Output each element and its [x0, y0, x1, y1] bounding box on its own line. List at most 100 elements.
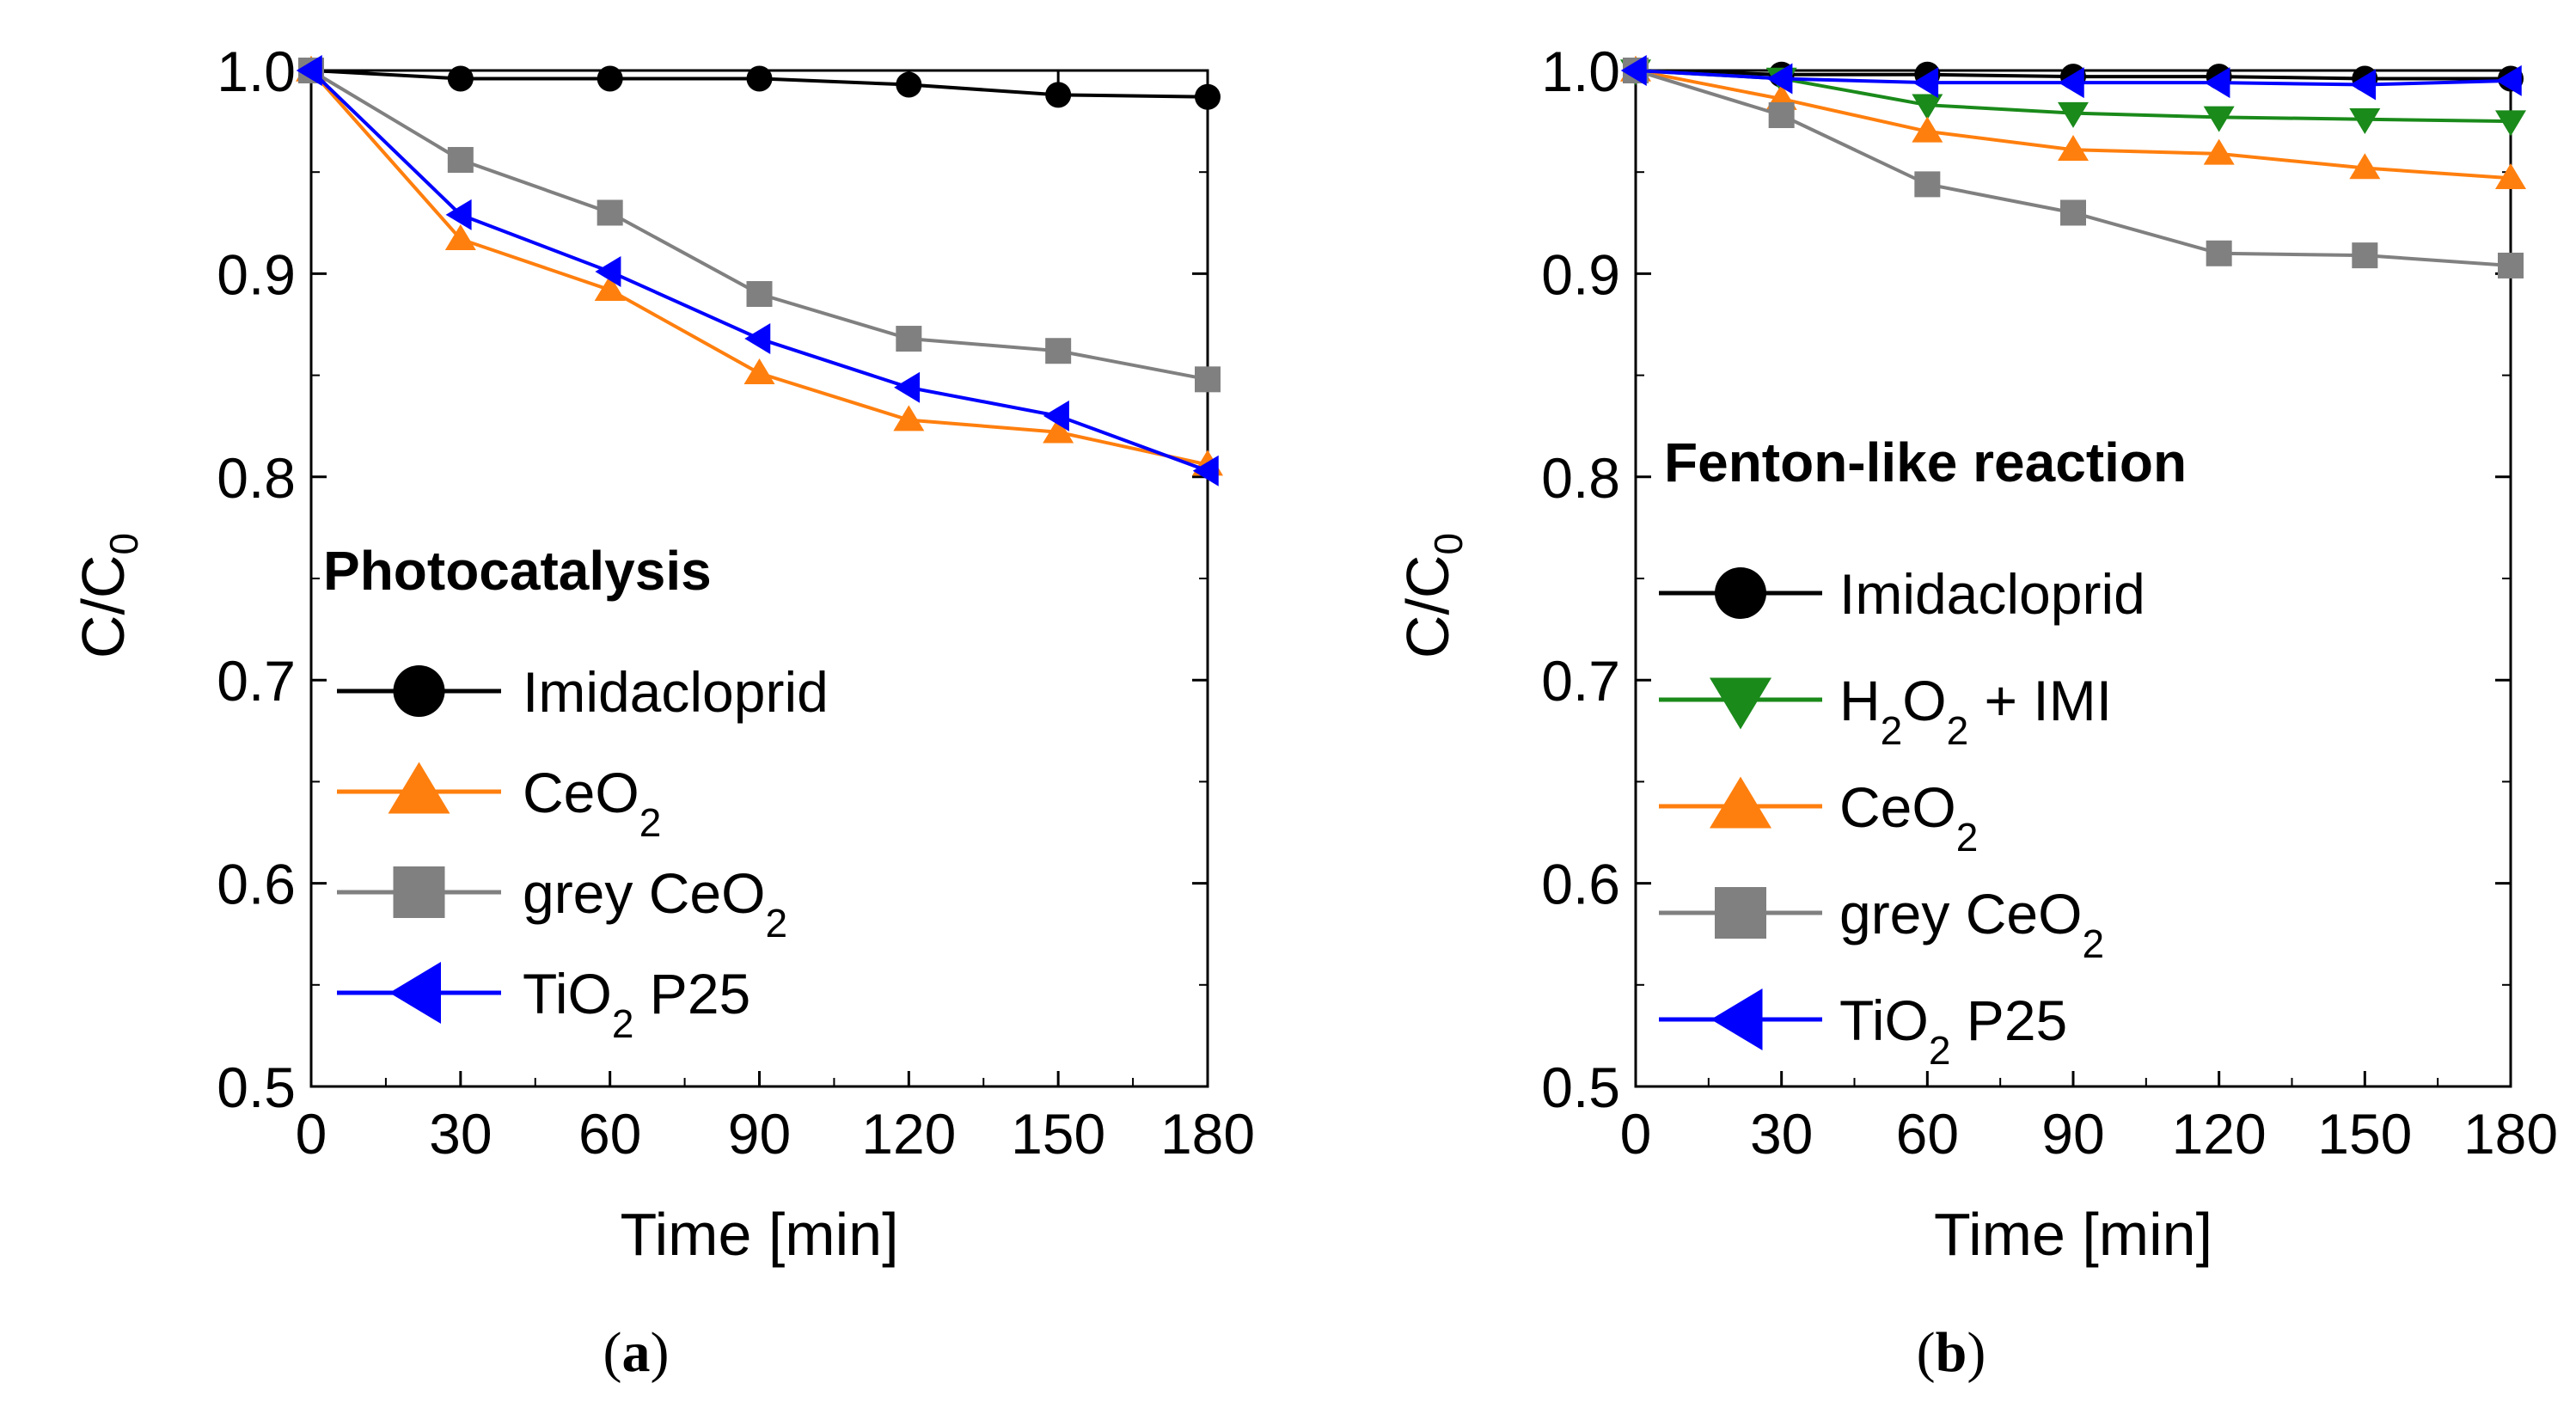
series-grey-ceo2 — [298, 58, 1221, 393]
data-point — [896, 71, 922, 98]
legend-marker — [393, 866, 445, 918]
panel-a: 0 30 60 90 120 150 180 0.5 0.6 0.7 0.8 0.9 1.0 Time [… — [70, 40, 1255, 1384]
data-point — [2058, 101, 2089, 128]
data-point — [1045, 338, 1072, 364]
data-point — [444, 223, 476, 250]
data-point — [1914, 171, 1941, 198]
legend-title: Fenton-like reaction — [1664, 431, 2187, 493]
legend-marker — [1710, 677, 1771, 730]
series-line — [309, 69, 1208, 473]
y-tick-label: 1.0 — [1541, 40, 1620, 103]
y-tick-label: 0.8 — [1541, 446, 1620, 510]
data-point — [2203, 106, 2235, 132]
y-tick-label: 0.6 — [1541, 853, 1620, 916]
legend-item: Imidacloprid — [337, 660, 829, 724]
panel-label: (b) — [1917, 1321, 1986, 1384]
data-point — [2495, 64, 2522, 96]
data-point — [2203, 138, 2235, 165]
data-point — [2495, 110, 2526, 137]
data-point — [1192, 455, 1219, 487]
y-tick-label: 0.8 — [217, 446, 296, 510]
legend-label: Imidacloprid — [1839, 562, 2145, 626]
data-point — [597, 199, 623, 226]
y-tick-label: 0.5 — [217, 1056, 296, 1119]
legend-marker — [389, 962, 441, 1024]
data-point — [1195, 83, 1221, 110]
y-tick-label: 0.9 — [217, 242, 296, 306]
panel-b: 0 30 60 90 120 150 180 0.5 0.6 0.7 0.8 0.9 1.0 Time [… — [1394, 40, 2558, 1384]
y-axis-label: C/C0 — [1394, 533, 1471, 658]
series-ceo2 — [296, 55, 1223, 476]
legend-marker — [1710, 988, 1763, 1050]
x-tick-label: 150 — [1011, 1102, 1105, 1166]
data-point — [2204, 67, 2230, 99]
data-point — [894, 371, 921, 403]
legend-item: TiO2 P25 — [337, 962, 750, 1046]
data-point — [743, 358, 775, 384]
data-point — [595, 256, 621, 288]
data-point — [2206, 240, 2232, 266]
series-tio2-p25 — [1620, 55, 2522, 101]
data-point — [447, 65, 474, 92]
legend-label: CeO2 — [1839, 775, 1978, 860]
y-tick-label: 1.0 — [217, 40, 296, 103]
legend-label: H2O2 + IMI — [1839, 669, 2112, 753]
data-point — [2498, 252, 2524, 278]
legend-marker — [1715, 887, 1766, 939]
x-tick-label: 150 — [2317, 1102, 2412, 1166]
legend-marker — [393, 665, 445, 717]
legend-marker — [1710, 776, 1771, 829]
y-tick-label: 0.9 — [1541, 242, 1620, 306]
series-line — [309, 69, 1208, 467]
x-tick-label: 120 — [2172, 1102, 2267, 1166]
legend-item: grey CeO2 — [1659, 882, 2104, 966]
data-point — [1768, 102, 1795, 129]
data-point — [2058, 67, 2084, 99]
data-point — [445, 199, 472, 230]
x-axis-label: Time [min] — [1934, 1201, 2212, 1268]
x-tick-label: 90 — [728, 1102, 791, 1166]
data-point — [1912, 116, 1943, 143]
data-point — [296, 55, 322, 86]
data-point — [1912, 67, 1939, 99]
data-point — [2350, 69, 2377, 101]
x-tick-label: 60 — [1896, 1102, 1959, 1166]
legend-label: Imidacloprid — [523, 660, 829, 724]
y-tick-label: 0.7 — [1541, 649, 1620, 713]
legend-item: H2O2 + IMI — [1659, 669, 2112, 753]
data-point — [1045, 82, 1072, 108]
x-tick-label: 180 — [2463, 1102, 2558, 1166]
legend-item: grey CeO2 — [337, 861, 787, 946]
x-tick-label: 120 — [861, 1102, 956, 1166]
data-point — [2058, 134, 2089, 161]
data-point — [744, 323, 771, 355]
data-point — [1043, 417, 1074, 444]
data-point — [447, 147, 474, 174]
data-point — [2349, 107, 2381, 134]
x-tick-label: 90 — [2041, 1102, 2104, 1166]
legend-label: CeO2 — [523, 761, 661, 845]
data-point — [2060, 199, 2086, 226]
data-point — [1195, 366, 1221, 393]
legend: Photocatalysis Imidacloprid CeO2 grey CeO2 T… — [323, 540, 829, 1046]
legend-item: TiO2 P25 — [1659, 988, 2067, 1073]
data-point — [746, 65, 773, 92]
legend: Fenton-like reaction Imidacloprid H2O2 + I… — [1659, 431, 2187, 1073]
series-tio2-p25 — [296, 55, 1219, 487]
legend-item: CeO2 — [337, 761, 661, 845]
data-point — [2352, 242, 2378, 269]
x-tick-label: 180 — [1160, 1102, 1255, 1166]
x-tick-label: 0 — [1620, 1102, 1652, 1166]
legend-marker — [388, 762, 450, 814]
y-tick-label: 0.6 — [217, 853, 296, 916]
data-point — [746, 281, 773, 308]
panel-label: (a) — [603, 1321, 670, 1384]
y-tick-label: 0.5 — [1541, 1056, 1620, 1119]
legend-label: TiO2 P25 — [1839, 988, 2067, 1073]
data-point — [2349, 153, 2381, 180]
data-point — [896, 326, 922, 352]
series-imidacloprid — [298, 58, 1221, 110]
legend-marker — [1715, 567, 1766, 619]
y-tick-label: 0.7 — [217, 649, 296, 713]
